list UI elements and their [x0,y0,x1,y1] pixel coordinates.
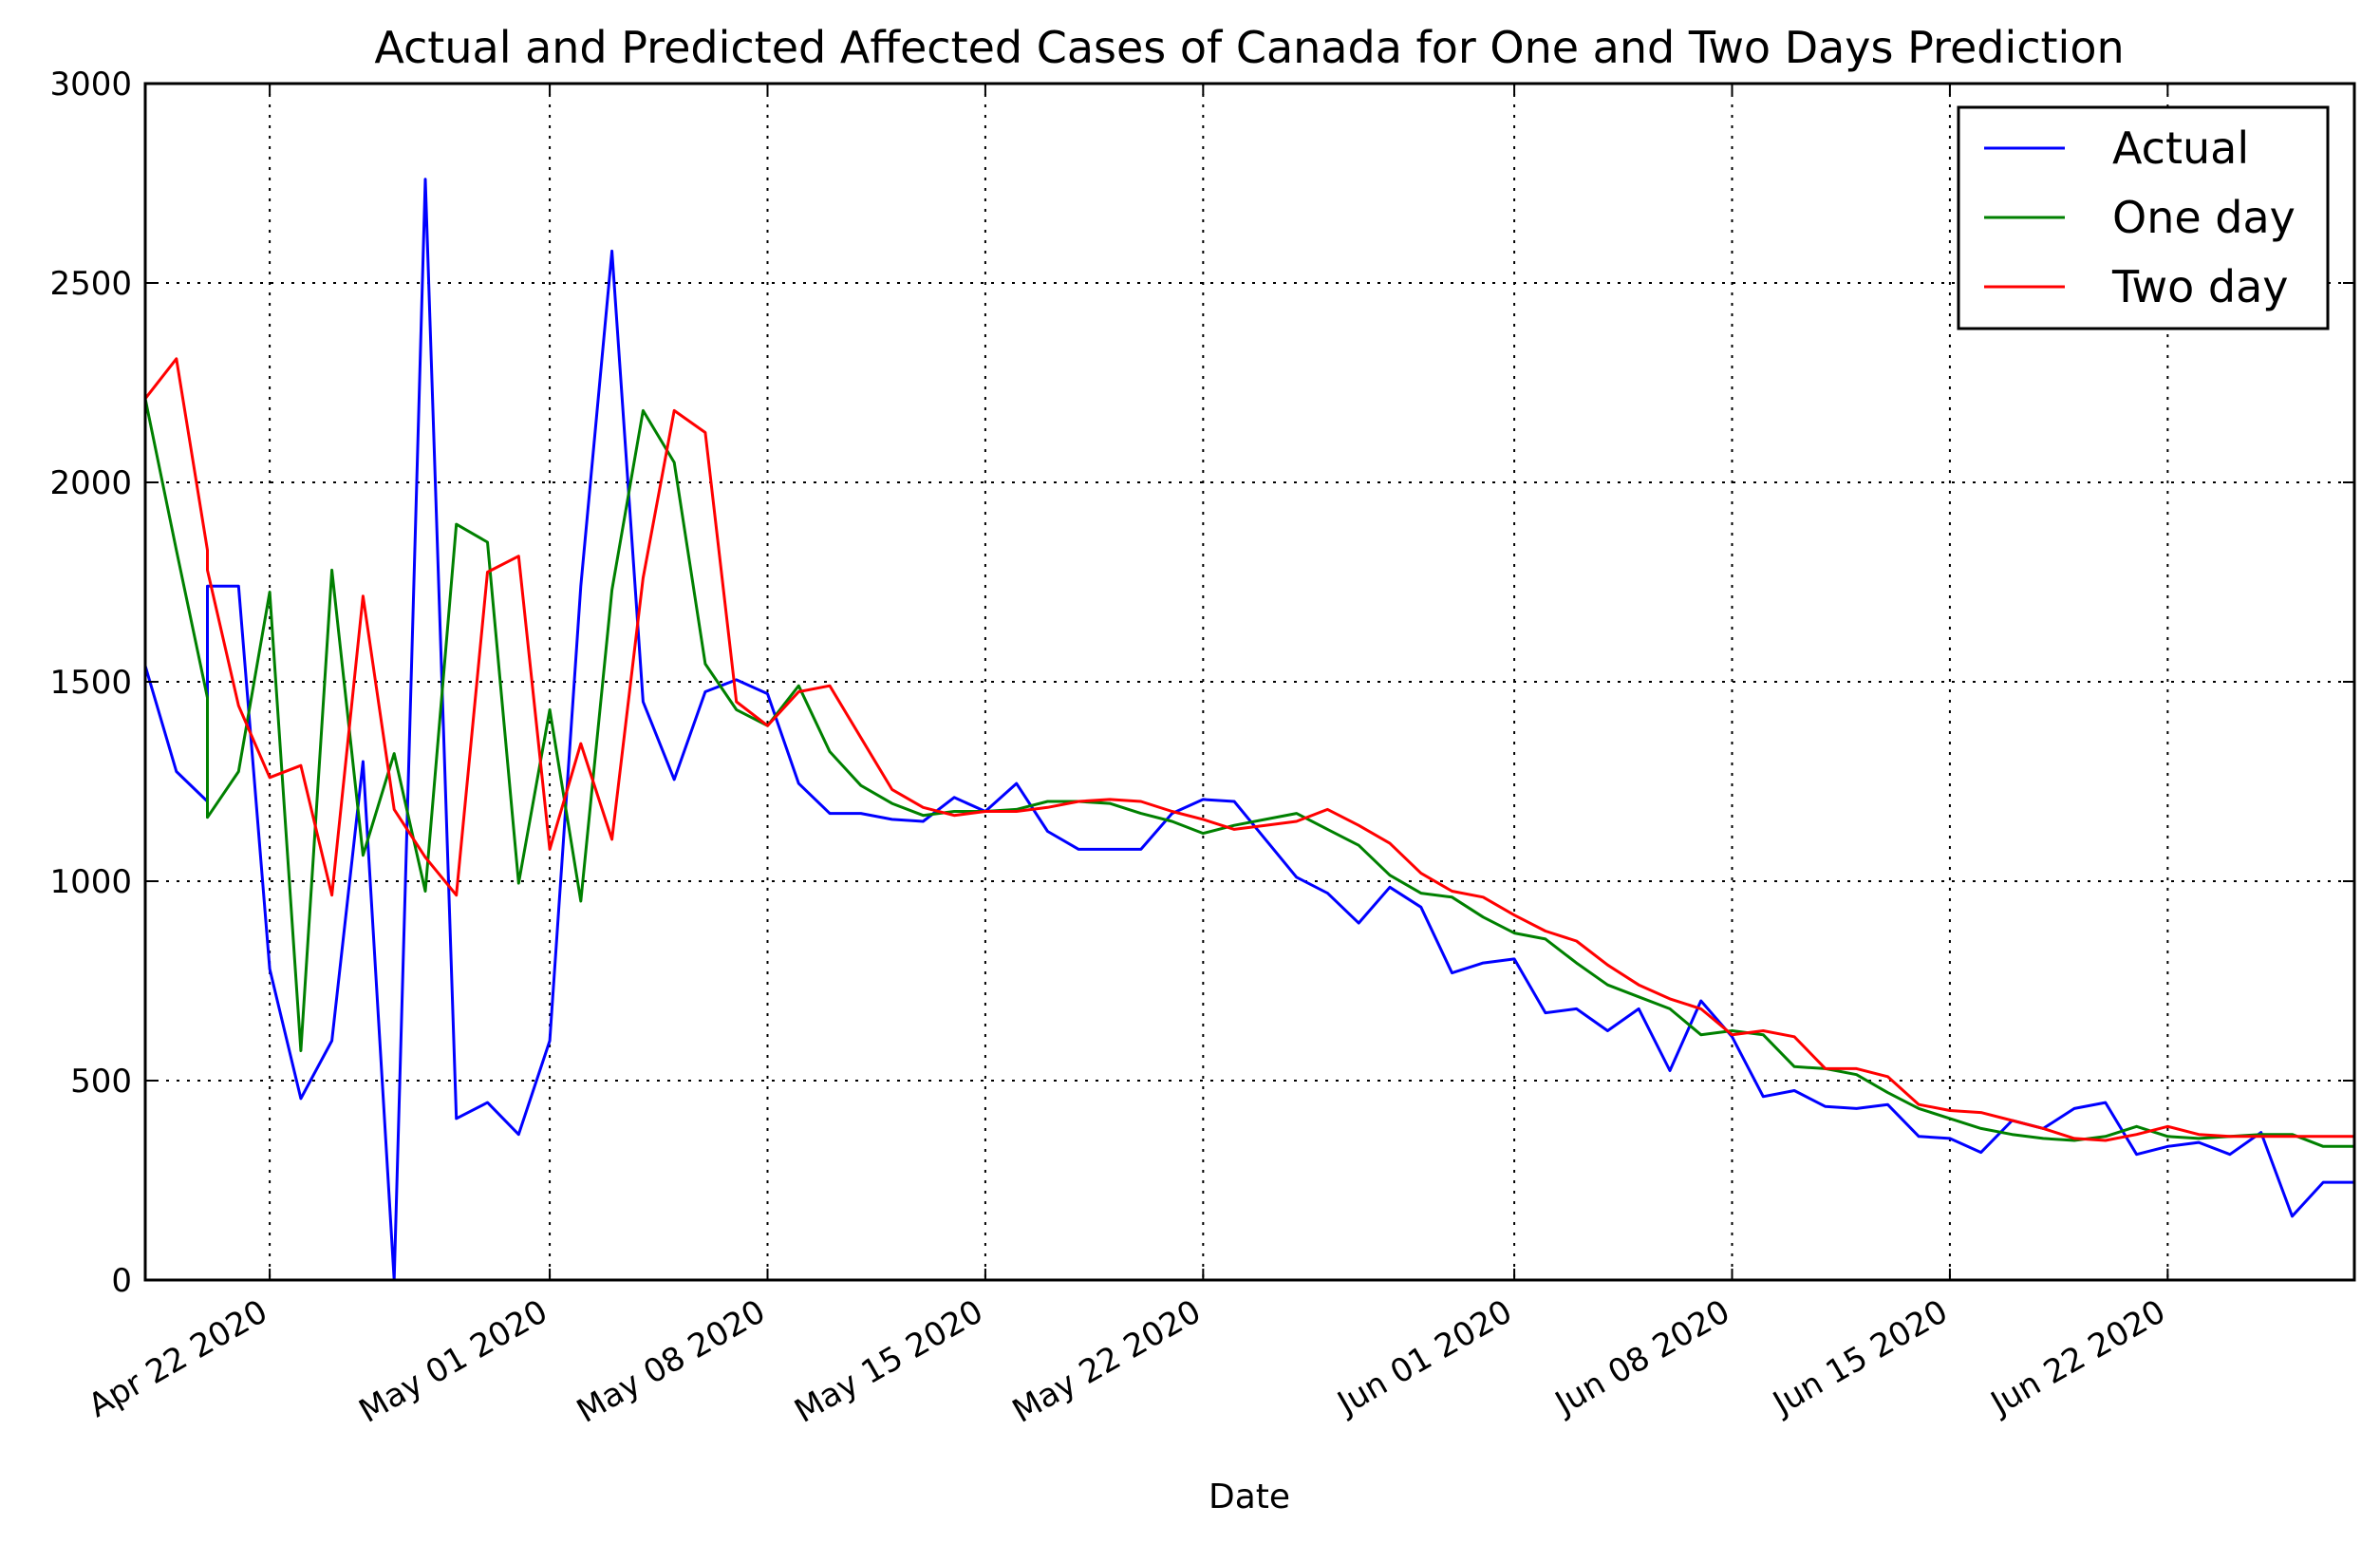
x-tick-label: May 15 2020 [788,1292,989,1430]
x-tick-label: Jun 15 2020 [1766,1292,1955,1423]
x-tick-label: Jun 01 2020 [1330,1292,1519,1423]
y-tick-label: 1500 [49,664,132,702]
legend-box [1957,105,2330,330]
y-tick-label: 2500 [49,265,132,303]
x-tick-label: May 01 2020 [353,1292,554,1430]
series-line-two-day [143,357,2354,1142]
y-tick-label: 1000 [49,863,132,901]
y-tick-label: 0 [111,1262,132,1300]
x-tick-label: May 22 2020 [1006,1292,1208,1430]
chart-title: Actual and Predicted Affected Cases of C… [374,22,2124,73]
legend-label-two-day: Two day [2111,261,2288,312]
x-axis-tick-labels: Apr 22 2020 May 01 2020 May 08 2020 May 15 … [83,1292,2172,1430]
y-axis-tick-labels: 0 500 1000 1500 2000 2500 3000 [49,66,132,1300]
series-lines [143,178,2354,1282]
series-line-one-day [143,398,2354,1148]
x-tick-label: Apr 22 2020 [83,1292,274,1425]
grid-lines [145,84,2354,1280]
axis-ticks [145,83,2354,1281]
series-line-actual [143,178,2354,1282]
x-tick-label: Jun 22 2020 [1983,1292,2172,1423]
legend-label-one-day: One day [2112,192,2296,243]
x-tick-label: Jun 08 2020 [1547,1292,1736,1423]
y-tick-label: 2000 [49,464,132,502]
legend: Actual One day Two day [1957,105,2330,330]
y-tick-label: 500 [70,1063,132,1101]
y-tick-label: 3000 [49,66,132,104]
x-axis-label: Date [1209,1478,1290,1516]
x-tick-label: May 08 2020 [571,1292,772,1430]
legend-entries: Actual One day Two day [1984,122,2296,312]
legend-label-actual: Actual [2112,122,2249,174]
